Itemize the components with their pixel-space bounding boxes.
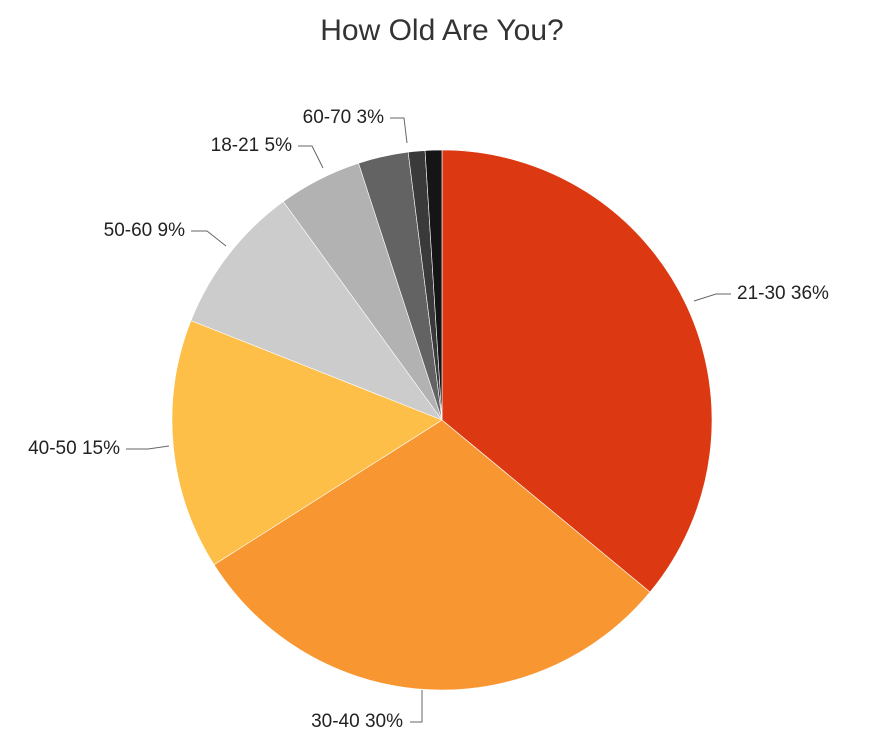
pie-slice <box>171 320 443 566</box>
leader-line <box>126 445 170 450</box>
slice-label: 40-50 15% <box>28 438 120 459</box>
pie-slice <box>213 419 651 691</box>
slice-label: 21-30 36% <box>737 283 829 304</box>
slice-value-label: 3% <box>357 107 385 128</box>
leader-line <box>390 117 408 144</box>
slice-category: 60-70 <box>303 107 352 128</box>
chart-title: How Old Are You? <box>320 14 564 47</box>
slice-category: 30-40 <box>311 711 360 732</box>
pie-slice <box>424 149 443 421</box>
slice-label: 50-60 9% <box>104 220 185 241</box>
slice-value-label: 9% <box>158 220 186 241</box>
slice-category: 18-21 <box>211 135 260 156</box>
slice-category: 40-50 <box>28 438 77 459</box>
leader-line <box>410 690 423 723</box>
slice-category: 50-60 <box>104 220 153 241</box>
slice-label: 30-40 30% <box>311 711 403 732</box>
slice-label: 60-70 3% <box>303 107 384 128</box>
leader-line <box>693 293 731 302</box>
leader-line <box>298 145 324 169</box>
leader-line <box>191 230 227 247</box>
slice-value-label: 36% <box>791 283 829 304</box>
slice-category: 21-30 <box>737 283 786 304</box>
pie-slice <box>190 201 443 421</box>
slice-value-label: 5% <box>265 135 293 156</box>
slice-value-label: 15% <box>82 438 120 459</box>
slice-value-label: 30% <box>365 711 403 732</box>
pie-slice <box>441 149 713 593</box>
slice-label: 18-21 5% <box>211 135 292 156</box>
